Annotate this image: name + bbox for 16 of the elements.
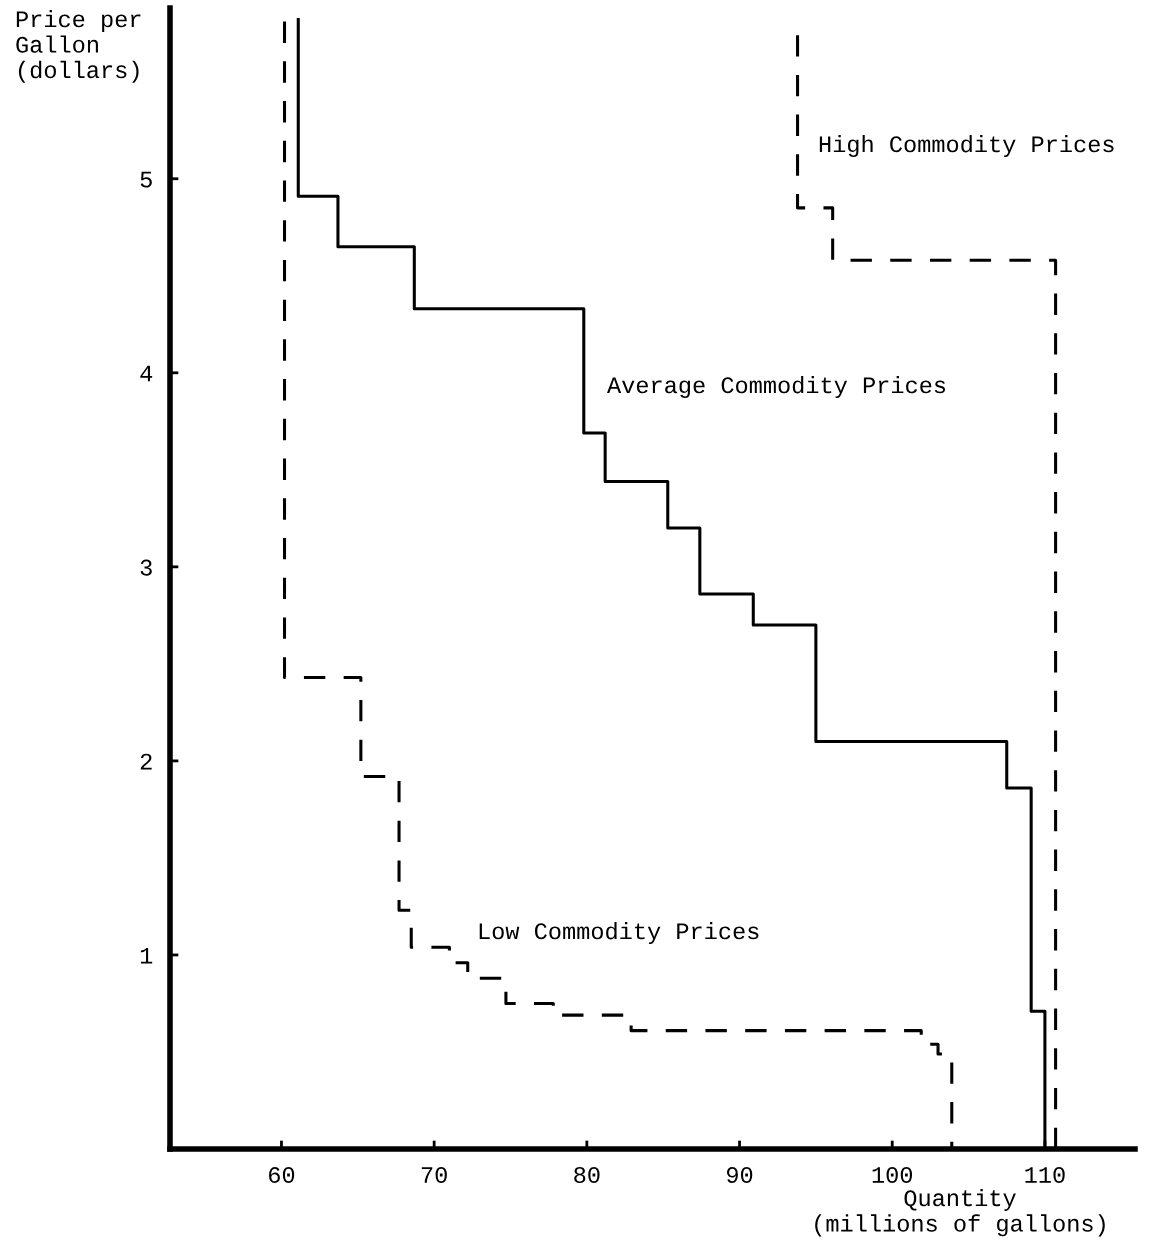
x-axis-title: Quantity (millions of gallons) <box>815 1188 1105 1237</box>
series-label: Average Commodity Prices <box>607 375 946 399</box>
y-tick-label: 5 <box>140 171 152 188</box>
x-tick-label: 70 <box>421 1166 447 1184</box>
y-tick-label: 3 <box>140 559 152 576</box>
x-tick-label: 110 <box>1025 1166 1065 1184</box>
x-tick-label: 80 <box>574 1166 600 1184</box>
y-tick-label: 1 <box>140 947 153 964</box>
x-tick-label: 100 <box>872 1166 913 1184</box>
x-tick-label: 90 <box>726 1166 753 1184</box>
series-label: High Commodity Prices <box>819 135 1114 157</box>
y-tick-label: 2 <box>140 753 152 770</box>
x-tick-label: 60 <box>269 1166 295 1184</box>
y-axis-title: Price per Gallon (dollars) <box>16 10 141 83</box>
y-tick-label: 4 <box>140 365 153 382</box>
series-label: Low Commodity Prices <box>479 921 759 945</box>
